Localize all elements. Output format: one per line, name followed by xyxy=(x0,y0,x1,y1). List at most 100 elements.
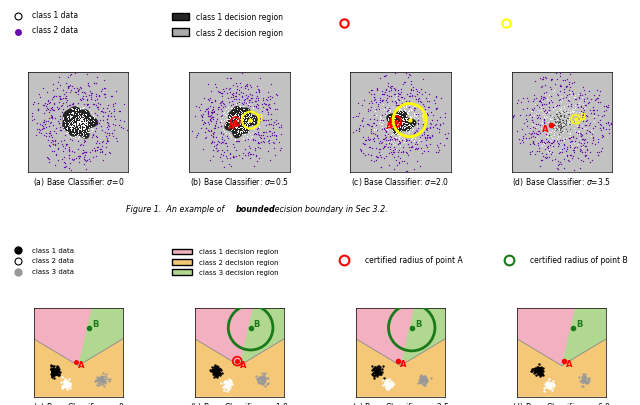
Point xyxy=(561,83,572,90)
Point xyxy=(559,114,570,120)
Point xyxy=(386,123,396,129)
Point xyxy=(68,122,79,128)
Point xyxy=(385,133,395,140)
Point xyxy=(225,151,235,157)
Point xyxy=(63,383,74,389)
Point xyxy=(573,374,584,381)
Point xyxy=(542,133,552,140)
Point xyxy=(33,106,44,113)
Point xyxy=(367,366,378,372)
Point xyxy=(399,109,410,115)
Point xyxy=(76,126,86,132)
Point xyxy=(417,124,428,130)
Point xyxy=(537,120,547,126)
Point xyxy=(407,93,417,100)
Point xyxy=(213,104,223,111)
Point xyxy=(409,113,419,120)
Point xyxy=(386,87,396,94)
Point xyxy=(431,121,441,128)
Point xyxy=(47,371,58,378)
Point xyxy=(586,111,596,117)
Point xyxy=(82,71,92,78)
Point xyxy=(61,93,71,100)
Point xyxy=(243,120,253,127)
Point xyxy=(224,162,234,168)
Point xyxy=(405,134,415,141)
Point xyxy=(369,375,379,381)
Point xyxy=(46,366,56,372)
Point xyxy=(570,97,580,103)
Point xyxy=(258,132,268,139)
Point xyxy=(51,368,61,375)
Point xyxy=(401,104,412,111)
Point xyxy=(63,119,73,126)
Point xyxy=(218,110,228,117)
Point xyxy=(417,107,428,113)
Point xyxy=(78,126,88,132)
Point xyxy=(244,119,255,126)
Point xyxy=(386,122,396,129)
Point xyxy=(82,129,92,136)
Point xyxy=(64,84,74,90)
Point xyxy=(225,122,236,128)
Point xyxy=(66,115,76,121)
Point xyxy=(85,158,95,164)
Point xyxy=(265,157,275,164)
Point xyxy=(564,109,575,116)
Point xyxy=(372,365,382,372)
Point xyxy=(78,106,88,112)
Point xyxy=(412,92,422,98)
Point xyxy=(61,382,72,388)
Point xyxy=(420,142,431,149)
Point xyxy=(74,116,84,122)
Point xyxy=(376,371,386,377)
Point xyxy=(517,137,527,143)
Point xyxy=(228,118,238,125)
Point xyxy=(234,132,244,139)
Point xyxy=(401,168,411,175)
Point xyxy=(577,376,587,383)
Point xyxy=(232,124,242,131)
Point xyxy=(244,99,254,106)
Point xyxy=(435,123,445,129)
Point xyxy=(573,155,584,162)
Point xyxy=(572,123,582,130)
Point xyxy=(95,380,105,387)
Point xyxy=(88,132,99,139)
Point xyxy=(544,108,554,115)
Point xyxy=(543,385,554,391)
Point xyxy=(65,112,76,119)
Point xyxy=(564,140,575,146)
Point xyxy=(555,122,565,128)
Point xyxy=(558,117,568,124)
Point xyxy=(96,109,106,115)
Point xyxy=(392,123,402,129)
Point xyxy=(399,115,410,122)
Point xyxy=(552,143,563,150)
Point xyxy=(589,111,599,118)
Point xyxy=(557,123,568,130)
Point xyxy=(60,143,70,149)
Point xyxy=(229,115,239,122)
Point xyxy=(84,130,94,136)
Point xyxy=(545,381,555,388)
Point xyxy=(98,117,108,124)
Point xyxy=(49,148,59,155)
Point xyxy=(537,370,547,376)
Point xyxy=(413,139,423,145)
Point xyxy=(554,116,564,123)
Point xyxy=(252,376,262,382)
Point xyxy=(583,100,593,107)
Point xyxy=(57,384,67,391)
Point xyxy=(51,367,61,373)
Point xyxy=(100,151,110,158)
Point xyxy=(226,76,236,82)
Point xyxy=(58,115,68,122)
Point xyxy=(52,363,62,370)
Point xyxy=(369,120,379,127)
Point xyxy=(563,120,573,127)
Point xyxy=(394,160,404,167)
Point xyxy=(366,157,376,164)
Point xyxy=(381,124,391,130)
Point xyxy=(248,151,259,158)
